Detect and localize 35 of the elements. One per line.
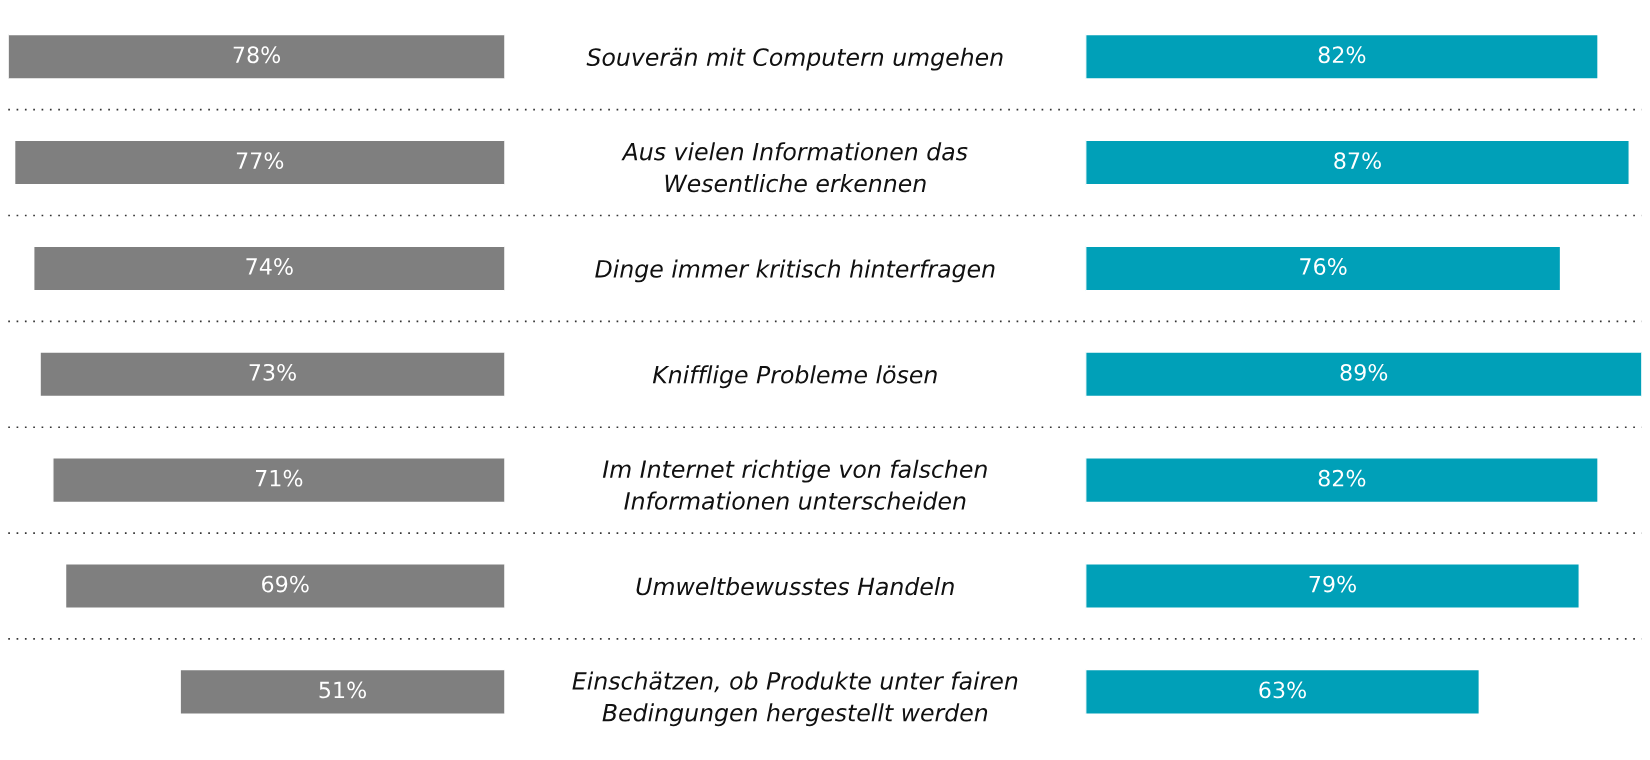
data-label: 71% bbox=[255, 469, 303, 487]
data-label: 89% bbox=[1340, 363, 1388, 381]
y-tick-label: Umweltbewusstes Handeln bbox=[636, 577, 954, 596]
data-label: 79% bbox=[1309, 575, 1356, 593]
y-tick-label: Im Internet richtige von falschen Informationen unterscheiden bbox=[602, 459, 987, 510]
y-tick-label: Dinge immer kritisch hinterfragen bbox=[595, 259, 995, 283]
bar bbox=[179, 668, 505, 715]
data-label: 76% bbox=[1300, 258, 1347, 275]
y-tick-label: Aus vielen Informationen das Wesentliche erkennen bbox=[621, 142, 968, 193]
data-label: 82% bbox=[1318, 46, 1366, 64]
bar bbox=[1085, 33, 1599, 80]
data-label: 78% bbox=[233, 46, 281, 64]
bar bbox=[1085, 351, 1642, 398]
data-label: 69% bbox=[262, 575, 309, 593]
bar bbox=[1085, 563, 1580, 609]
bar bbox=[33, 245, 505, 292]
bar bbox=[1085, 139, 1630, 186]
data-label: 82% bbox=[1318, 469, 1366, 487]
data-label: 73% bbox=[249, 363, 296, 381]
y-tick-label: Knifflige Probleme lösen bbox=[652, 365, 937, 389]
data-label: 51% bbox=[319, 681, 366, 699]
bar bbox=[1085, 668, 1481, 715]
y-tick-label: Einschätzen, ob Produkte unter fairen Bedingungen hergestellt werden bbox=[572, 671, 1018, 727]
bar bbox=[64, 563, 505, 609]
bar bbox=[1085, 457, 1599, 504]
data-label: 63% bbox=[1259, 681, 1306, 699]
data-label: 87% bbox=[1334, 152, 1381, 170]
bar bbox=[39, 351, 505, 398]
bar bbox=[13, 139, 505, 186]
bar bbox=[52, 457, 505, 504]
y-tick-label: Souverän mit Computern umgehen bbox=[586, 47, 1003, 71]
data-label: 74% bbox=[246, 258, 293, 275]
bar bbox=[8, 33, 505, 80]
bar bbox=[1085, 245, 1562, 292]
data-label: 77% bbox=[236, 152, 284, 170]
